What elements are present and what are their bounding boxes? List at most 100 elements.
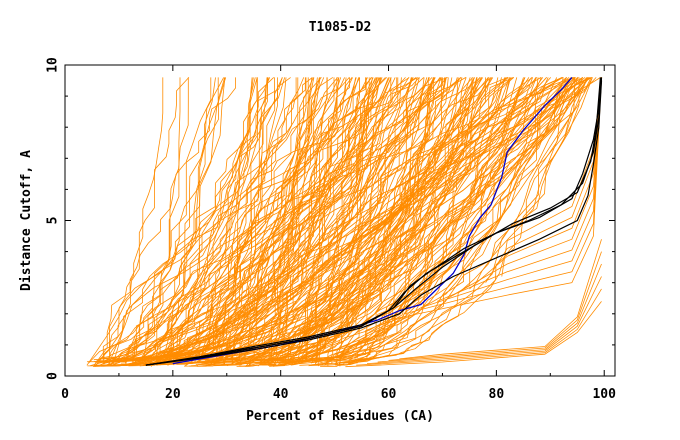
highlight-model-curves (145, 76, 603, 366)
background-model-line (100, 77, 356, 367)
background-model-line (159, 77, 367, 366)
background-model-line (266, 77, 518, 364)
background-model-line (298, 77, 576, 360)
background-model-line (118, 77, 225, 367)
background-model-line (184, 77, 589, 360)
background-model-line (348, 77, 526, 361)
background-model-line (340, 77, 477, 364)
background-model-curves (86, 77, 602, 368)
background-model-line (98, 77, 462, 361)
axes: 0 20 40 60 80 100 0 5 10 (46, 57, 617, 402)
background-model-line (103, 77, 164, 360)
background-model-line (268, 77, 420, 366)
background-model-line (115, 77, 591, 360)
background-model-line (308, 77, 568, 367)
background-model-line (291, 77, 514, 363)
background-model-line (399, 239, 602, 360)
background-model-line (334, 77, 580, 364)
background-model-line (139, 77, 563, 361)
background-model-line (151, 77, 474, 365)
background-model-line (102, 77, 441, 367)
background-model-line (129, 77, 506, 365)
background-model-line (366, 276, 602, 364)
background-model-line (420, 77, 602, 308)
background-model-line (356, 288, 602, 366)
background-model-line (225, 77, 392, 365)
background-model-line (343, 77, 429, 366)
background-model-line (109, 77, 418, 365)
background-model-line (299, 77, 447, 361)
background-model-line (226, 77, 299, 361)
background-model-line (155, 77, 492, 362)
background-model-line (324, 77, 412, 366)
background-model-line (176, 77, 475, 365)
x-tick-label: 20 (165, 387, 181, 402)
background-model-line (388, 77, 602, 321)
background-model-line (167, 77, 286, 366)
background-model-line (221, 77, 392, 366)
background-model-line (150, 77, 306, 367)
background-model-line (295, 77, 572, 360)
background-model-line (279, 77, 593, 364)
y-axis-label: Distance Cutoff, A (19, 150, 34, 291)
background-model-line (342, 77, 530, 360)
chart-title: T1085-D2 (309, 20, 372, 35)
background-model-line (103, 77, 335, 363)
background-model-line (388, 251, 602, 361)
x-tick-label: 0 (61, 387, 69, 402)
background-model-line (270, 77, 350, 360)
background-model-line (194, 77, 570, 363)
background-model-line (101, 77, 533, 363)
background-model-line (115, 77, 508, 362)
background-model-line (320, 77, 459, 366)
background-model-line (102, 77, 190, 364)
background-model-line (311, 77, 434, 364)
background-model-line (106, 77, 410, 362)
background-model-line (205, 77, 564, 363)
background-model-line (193, 77, 567, 361)
background-model-line (271, 77, 576, 360)
background-model-line (199, 77, 297, 364)
background-model-line (177, 77, 542, 363)
black-model-line (145, 80, 603, 366)
background-model-line (236, 77, 418, 364)
background-model-line (124, 77, 256, 362)
background-model-line (377, 263, 602, 363)
background-model-line (273, 77, 381, 367)
background-model-line (105, 77, 361, 361)
background-model-line (404, 77, 602, 315)
x-tick-label: 40 (273, 387, 289, 402)
background-model-line (249, 77, 526, 366)
background-model-line (248, 77, 320, 366)
background-model-line (139, 77, 274, 367)
background-model-line (338, 77, 597, 366)
background-model-line (86, 77, 448, 366)
background-model-line (197, 77, 538, 362)
background-model-line (275, 77, 463, 360)
background-model-line (170, 77, 291, 363)
background-model-line (216, 77, 283, 361)
x-tick-label: 100 (592, 387, 616, 402)
background-model-line (140, 77, 410, 360)
background-model-line (436, 77, 602, 302)
background-model-line (236, 77, 425, 367)
background-model-line (234, 77, 328, 360)
x-axis-label: Percent of Residues (CA) (246, 409, 434, 424)
x-tick-label: 60 (381, 387, 397, 402)
y-tick-label: 0 (46, 372, 61, 380)
background-model-line (89, 77, 373, 367)
x-tick-label: 80 (489, 387, 505, 402)
black-model-line (145, 77, 601, 366)
y-tick-label: 10 (46, 57, 61, 73)
background-model-line (324, 77, 576, 361)
background-model-line (292, 77, 592, 365)
background-model-line (345, 301, 602, 368)
background-model-line (93, 77, 219, 361)
background-model-line (190, 77, 307, 367)
background-model-line (118, 77, 424, 363)
y-tick-label: 5 (46, 217, 61, 225)
background-model-line (336, 77, 467, 364)
background-model-line (93, 77, 237, 366)
background-model-line (200, 77, 275, 360)
